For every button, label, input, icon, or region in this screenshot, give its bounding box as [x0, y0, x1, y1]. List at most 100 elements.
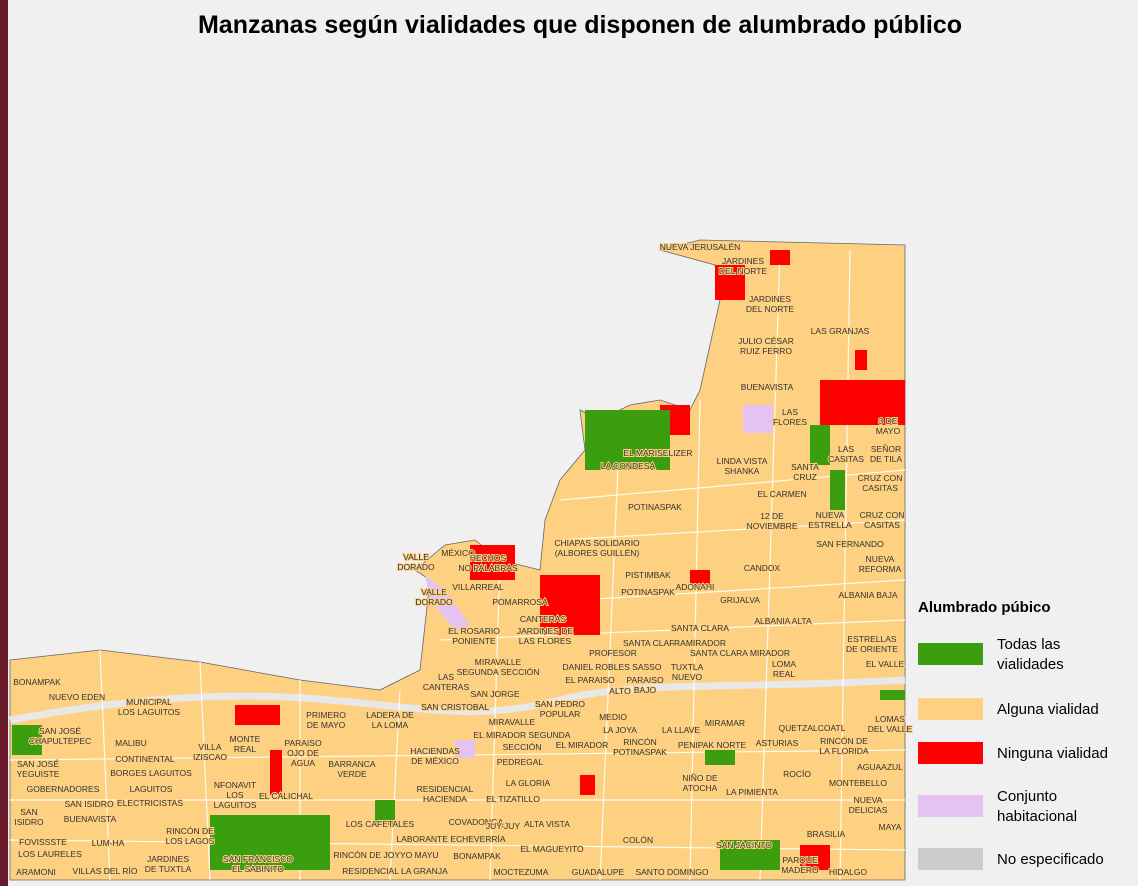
neighborhood-label: RINCÓN DE JOYYO MAYU	[333, 850, 438, 860]
neighborhood-label: HECHOS	[470, 553, 507, 563]
neighborhood-label: GRIJALVA	[720, 595, 760, 605]
neighborhood-label: POMARROSA	[492, 597, 548, 607]
neighborhood-label: FLORES	[773, 417, 807, 427]
neighborhood-label: SANTA CLARA	[671, 623, 729, 633]
neighborhood-label: CRUZ	[793, 472, 817, 482]
neighborhood-label: TUXTLA	[671, 662, 704, 672]
neighborhood-label: NUEVA	[816, 510, 845, 520]
neighborhood-label: EL MIRADOR	[556, 740, 609, 750]
neighborhood-label: BAJO	[634, 685, 657, 695]
legend-label: Ninguna vialidad	[997, 745, 1108, 762]
neighborhood-label: NIÑO DE	[682, 773, 718, 783]
neighborhood-label: SANTA CLARA	[623, 638, 681, 648]
neighborhood-label: VALLE	[403, 552, 429, 562]
neighborhood-label: CHIAPAS SOLIDARIO	[554, 538, 640, 548]
neighborhood-label: BORGES LAGUITOS	[110, 768, 192, 778]
neighborhood-label: LA FLORIDA	[819, 746, 868, 756]
neighborhood-label: AGUAAZUL	[857, 762, 903, 772]
neighborhood-label: CASITAS	[864, 520, 900, 530]
neighborhood-label: LOS CAFETALES	[346, 819, 415, 829]
neighborhood-label: DORADO	[397, 562, 435, 572]
neighborhood-label: CANTERAS	[520, 614, 567, 624]
neighborhood-label: HIDALGO	[829, 867, 868, 877]
neighborhood-label: LAS FLORES	[519, 636, 572, 646]
neighborhood-label: LA PIMIENTA	[726, 787, 778, 797]
neighborhood-label: FOVISSSTE	[19, 837, 67, 847]
neighborhood-label: MOCTEZUMA	[494, 867, 549, 877]
neighborhood-label: MALIBU	[115, 738, 147, 748]
neighborhood-label: SAN JACINTO	[716, 840, 772, 850]
neighborhood-label: RESIDENCIAL LA GRANJA	[342, 866, 448, 876]
neighborhood-label: LOS LAGOS	[166, 836, 215, 846]
neighborhood-label: POTINASPAK	[628, 502, 682, 512]
neighborhood-label: RINCÓN	[623, 737, 657, 747]
neighborhood-label: EL MARISELIZER	[623, 448, 692, 458]
neighborhood-label: MIRAVALLE	[475, 657, 522, 667]
neighborhood-label: PROFESOR	[589, 648, 637, 658]
neighborhood-label: ASTURIAS	[756, 738, 799, 748]
neighborhood-label: NUEVA JERUSALÉN	[660, 242, 741, 252]
neighborhood-label: LAGUITOS	[130, 784, 173, 794]
legend-swatch	[918, 795, 983, 817]
neighborhood-label: ELECTRICISTAS	[117, 798, 183, 808]
neighborhood-label: POTINASPAK	[613, 747, 667, 757]
neighborhood-label: LAS GRANJAS	[811, 326, 870, 336]
neighborhood-label: NO PALABRAS	[458, 563, 518, 573]
neighborhood-label: ALBANIA ALTA	[754, 616, 812, 626]
neighborhood-label: CONTINENTAL	[115, 754, 175, 764]
neighborhood-label: NOVIEMBRE	[746, 521, 797, 531]
neighborhood-label: PONIENTE	[452, 636, 496, 646]
neighborhood-label: SANTA CLARA MIRADOR	[690, 648, 790, 658]
page: Manzanas según vialidades html, body { m…	[0, 0, 1138, 886]
neighborhood-label: SANTO DOMINGO	[635, 867, 708, 877]
map-figure: Manzanas según vialidades que disponen d…	[0, 0, 1138, 886]
neighborhood-label: EL ROSARIO	[448, 626, 500, 636]
neighborhood-label: GUADALUPE	[572, 867, 625, 877]
legend-title: Alumbrado púbico	[918, 599, 1051, 616]
neighborhood-label: SAN	[20, 807, 37, 817]
neighborhood-label: REAL	[773, 669, 795, 679]
neighborhood-label: VILLARREAL	[452, 582, 504, 592]
neighborhood-label: DE TUXTLA	[145, 864, 192, 874]
body: {"header": {"title": "Manzanas según via…	[0, 0, 1138, 886]
neighborhood-label: SANTA	[791, 462, 819, 472]
neighborhood-label: DEL NORTE	[719, 266, 768, 276]
neighborhood-label: SAN JORGE	[470, 689, 519, 699]
neighborhood-label: EL PARAISO	[565, 675, 615, 685]
neighborhood-label: PARAISO	[284, 738, 322, 748]
neighborhood-label: LOMAS	[875, 714, 905, 724]
neighborhood-label: LUM-HA	[92, 838, 125, 848]
neighborhood-label: ESTRELLA	[808, 520, 852, 530]
neighborhood-label: SAN FRANCISCO	[223, 854, 293, 864]
neighborhood-label: JARDINES	[147, 854, 189, 864]
legend-swatch	[918, 848, 983, 870]
neighborhood-label: ALBANIA BAJA	[838, 590, 897, 600]
legend: Alumbrado púbico Todas lasvialidadesAlgu…	[918, 599, 1108, 870]
neighborhood-label: ADONAHI	[676, 582, 715, 592]
neighborhood-label: DELICIAS	[849, 805, 888, 815]
neighborhood-label: VERDE	[337, 769, 367, 779]
neighborhood-label: ISIDRO	[14, 817, 44, 827]
neighborhood-label: CHAPULTEPEC	[29, 736, 91, 746]
neighborhood-label: CRUZ CON	[858, 473, 903, 483]
neighborhood-label: QUETZALCOATL	[779, 723, 846, 733]
neighborhood-label: (ALBORES GUILLÉN)	[555, 548, 640, 558]
side-strip	[0, 0, 8, 886]
neighborhood-label: YEGUISTE	[17, 769, 60, 779]
neighborhood-label: RUIZ FERRO	[740, 346, 792, 356]
neighborhood-label: SEGUNDA SECCIÓN	[457, 667, 540, 677]
neighborhood-label: MUNICIPAL	[126, 697, 172, 707]
neighborhood-label: REAL	[234, 744, 256, 754]
neighborhood-label: JARDINES DE	[517, 626, 574, 636]
neighborhood-label: BRASILIA	[807, 829, 846, 839]
neighborhood-label: BONAMPAK	[13, 677, 61, 687]
neighborhood-label: COLÓN	[623, 835, 653, 845]
legend-label: habitacional	[997, 808, 1077, 825]
neighborhood-label: EL VALLE	[866, 659, 905, 669]
neighborhood-label: ARAMONI	[16, 867, 56, 877]
neighborhood-label: CRUZ CON	[860, 510, 905, 520]
neighborhood-label: PENIPAK NORTE	[678, 740, 747, 750]
neighborhood-label: SAN ISIDRO	[64, 799, 114, 809]
neighborhood-label: LA LLAVE	[662, 725, 700, 735]
neighborhood-label: SAN CRISTOBAL	[421, 702, 489, 712]
